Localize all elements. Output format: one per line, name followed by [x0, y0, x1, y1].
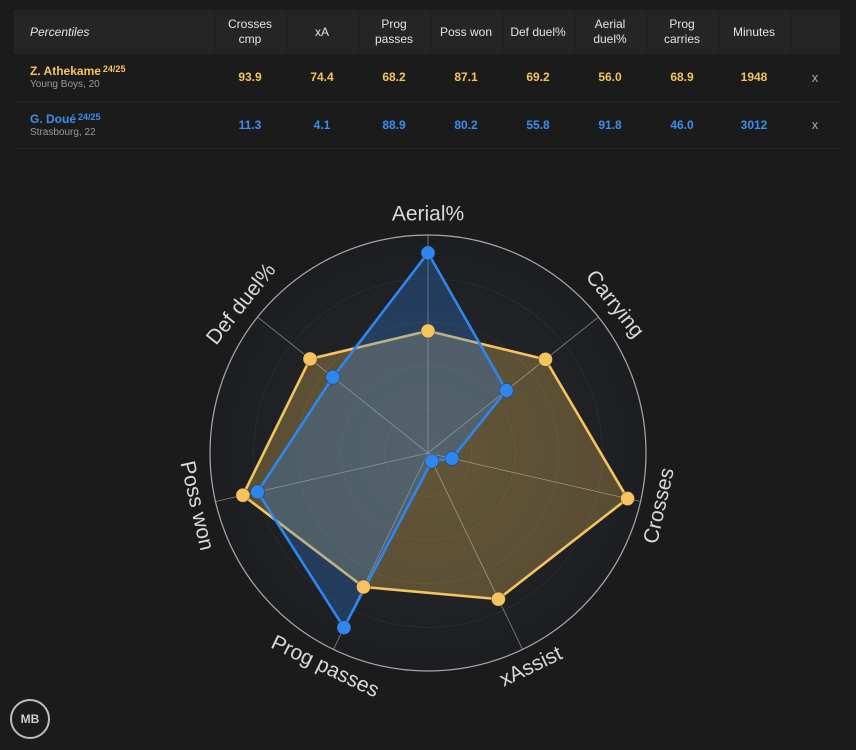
- header-def-duel[interactable]: Def duel%: [502, 10, 575, 54]
- player-team: Young Boys, 20: [30, 79, 100, 91]
- table-row-player-1: Z. Athekame 24/25 Young Boys, 20 93.9 74.…: [14, 54, 840, 101]
- percentile-table-container: Percentiles Crosses cmp xA Prog passes Pos…: [14, 10, 840, 149]
- header-percentiles: Percentiles: [14, 10, 215, 54]
- percentile-table: Percentiles Crosses cmp xA Prog passes Pos…: [14, 10, 840, 149]
- cell-prog-passes: 68.2: [382, 70, 406, 85]
- radar-axis-label: Crosses: [639, 466, 679, 546]
- header-poss-won[interactable]: Poss won: [430, 10, 503, 54]
- radar-point: [620, 491, 635, 506]
- cell-minutes: 1948: [740, 70, 768, 85]
- radar-point: [250, 484, 265, 500]
- radar-point: [490, 591, 506, 607]
- cell-poss-won: 87.1: [454, 70, 478, 85]
- radar-point: [336, 620, 352, 636]
- mb-logo: MB: [10, 699, 50, 739]
- radar-point: [325, 369, 341, 385]
- remove-player-button[interactable]: x: [811, 69, 819, 85]
- header-xa[interactable]: xA: [286, 10, 359, 54]
- radar-series-player-2: [256, 251, 508, 629]
- radar-point: [424, 453, 440, 469]
- radar-spoke: [257, 316, 429, 454]
- radar-spoke: [427, 452, 641, 502]
- cell-xa: 74.4: [310, 70, 334, 85]
- player-season: 24/25: [78, 111, 101, 122]
- cell-prog-carries: 46.0: [670, 117, 694, 132]
- cell-prog-carries: 68.9: [670, 70, 694, 85]
- radar-point: [538, 351, 553, 367]
- radar-point: [444, 451, 460, 466]
- cell-crosses-cmp: 11.3: [238, 117, 262, 132]
- radar-point: [420, 245, 436, 261]
- radar-point: [356, 579, 371, 595]
- cell-def-duel: 55.8: [526, 117, 550, 132]
- header-prog-passes[interactable]: Prog passes: [358, 10, 431, 54]
- player-name: Z. Athekame: [30, 64, 101, 79]
- radar-spoke: [427, 452, 523, 650]
- header-crosses-cmp[interactable]: Crosses cmp: [214, 10, 287, 54]
- player-cell: G. Doué 24/25 Strasbourg, 22: [14, 101, 214, 148]
- cell-aerial-duel: 91.8: [598, 117, 622, 132]
- cell-poss-won: 80.2: [454, 117, 478, 132]
- table-row-player-2: G. Doué 24/25 Strasbourg, 22 11.3 4.1 88.…: [14, 101, 840, 148]
- player-cell: Z. Athekame 24/25 Young Boys, 20: [14, 54, 214, 101]
- player-season: 24/25: [102, 64, 126, 75]
- player-team: Strasbourg, 22: [30, 126, 96, 138]
- header-minutes[interactable]: Minutes: [718, 10, 791, 54]
- cell-minutes: 3012: [740, 117, 768, 132]
- header-aerial-duel[interactable]: Aerial duel%: [574, 10, 647, 54]
- player-name: G. Doué: [30, 111, 77, 126]
- remove-player-button[interactable]: x: [811, 117, 819, 132]
- radar-point: [420, 323, 436, 339]
- radar-point: [302, 351, 318, 367]
- radar-point: [235, 487, 251, 503]
- cell-crosses-cmp: 93.9: [238, 70, 262, 85]
- radar-point: [499, 383, 514, 398]
- cell-xa: 4.1: [313, 117, 331, 132]
- cell-aerial-duel: 56.0: [598, 70, 622, 85]
- header-prog-carries[interactable]: Prog carries: [646, 10, 719, 54]
- table-header-row: Percentiles Crosses cmp xA Prog passes Pos…: [14, 10, 840, 54]
- cell-def-duel: 69.2: [526, 70, 550, 85]
- radar-axis-label: Aerial%: [392, 203, 464, 226]
- cell-prog-passes: 88.9: [382, 117, 406, 132]
- radar-spoke: [427, 316, 599, 454]
